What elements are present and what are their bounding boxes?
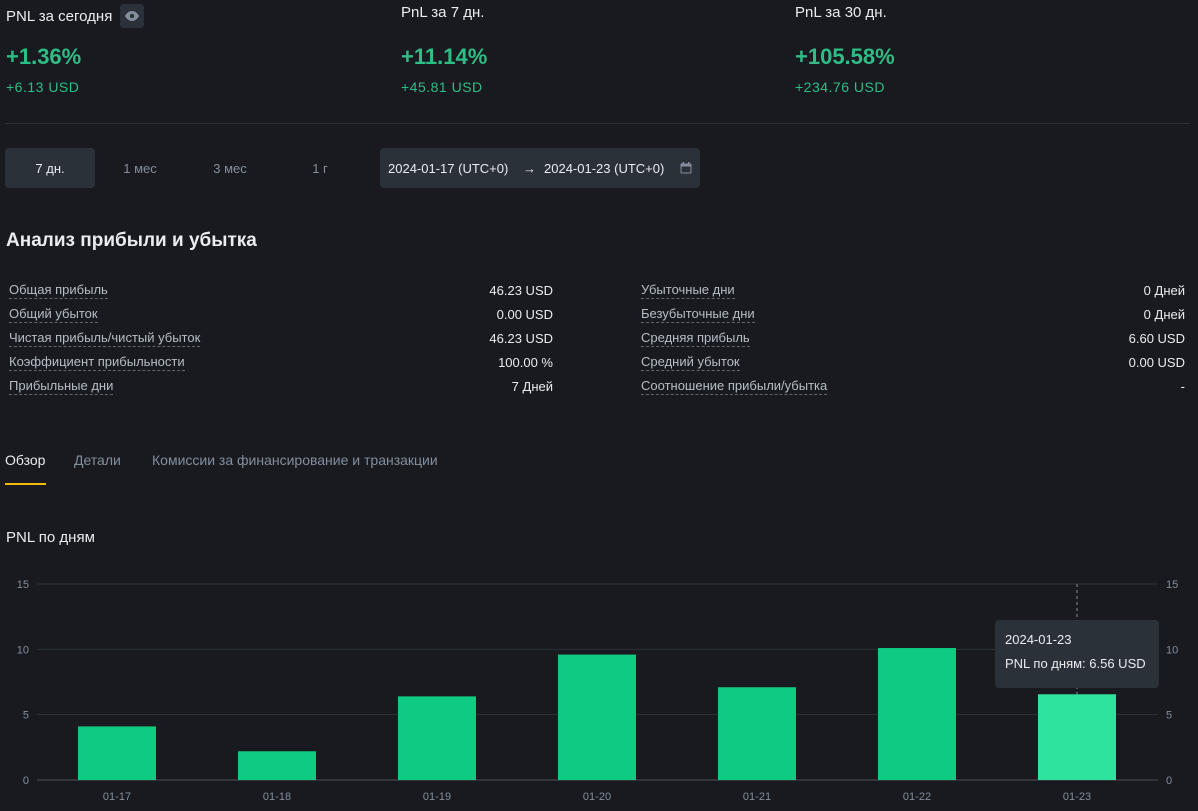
range-7d-button[interactable]: 7 дн. — [5, 148, 95, 188]
stat-value: 0 Дней — [1143, 282, 1185, 298]
date-arrow: → — [523, 160, 536, 176]
stat-label[interactable]: Безубыточные дни — [641, 305, 755, 323]
range-1y-button[interactable]: 1 г — [312, 160, 328, 176]
y-tick-label-right: 15 — [1166, 579, 1178, 591]
stat-row: Общая прибыль 46.23 USD — [9, 279, 553, 301]
bar[interactable] — [558, 654, 636, 780]
stat-value: 100.00 % — [498, 354, 553, 370]
date-end[interactable]: 2024-01-23 (UTC+0) — [544, 160, 665, 176]
stat-label[interactable]: Прибыльные дни — [9, 377, 114, 395]
eye-icon[interactable] — [120, 4, 145, 28]
analysis-title: Анализ прибыли и убытка — [6, 230, 257, 251]
stat-label[interactable]: Соотношение прибыли/убытка — [641, 377, 828, 395]
y-tick-label-right: 5 — [1166, 710, 1172, 722]
daily-pnl-chart[interactable]: 0 0 5 5 10 10 15 15 01-17 01-18 01-19 01-20 01-21 01-… — [0, 560, 1198, 811]
y-tick-label-right: 0 — [1166, 775, 1172, 787]
x-tick-label: 01-20 — [583, 791, 611, 803]
bar[interactable] — [78, 726, 156, 780]
pnl-7d-label: PnL за 7 дн. — [401, 4, 485, 21]
date-start[interactable]: 2024-01-17 (UTC+0) — [388, 160, 509, 176]
stat-row: Общий убыток 0.00 USD — [9, 303, 553, 325]
stat-label[interactable]: Общий убыток — [9, 305, 98, 323]
stat-label[interactable]: Средняя прибыль — [641, 329, 750, 347]
tooltip-date: 2024-01-23 — [1005, 632, 1072, 647]
tab-details[interactable]: Детали — [74, 452, 121, 468]
stat-row: Коэффициент прибыльности 100.00 % — [9, 351, 553, 373]
x-tick-label: 01-22 — [903, 791, 931, 803]
stat-row: Соотношение прибыли/убытка - — [641, 375, 1185, 397]
stat-value: 46.23 USD — [489, 330, 553, 346]
x-tick-label: 01-23 — [1063, 791, 1091, 803]
stat-value: 0.00 USD — [1128, 354, 1185, 370]
divider — [5, 123, 1190, 124]
y-tick-label-left: 10 — [17, 644, 29, 656]
stat-row: Чистая прибыль/чистый убыток 46.23 USD — [9, 327, 553, 349]
bar[interactable] — [238, 751, 316, 780]
pnl-30d-percent: +105.58% — [795, 44, 895, 69]
x-tick-label: 01-18 — [263, 791, 291, 803]
pnl-30d-label: PnL за 30 дн. — [795, 4, 887, 21]
stat-label[interactable]: Общая прибыль — [9, 281, 108, 299]
bar[interactable] — [398, 696, 476, 780]
x-tick-label: 01-19 — [423, 791, 451, 803]
stat-row: Средняя прибыль 6.60 USD — [641, 327, 1185, 349]
y-tick-label-left: 5 — [23, 710, 29, 722]
stat-label[interactable]: Коэффициент прибыльности — [9, 353, 185, 371]
y-tick-label-left: 15 — [17, 579, 29, 591]
range-1m-button[interactable]: 1 мес — [123, 160, 157, 176]
chart-tooltip: 2024-01-23 PNL по дням: 6.56 USD — [995, 620, 1159, 688]
stat-value: 0 Дней — [1143, 306, 1185, 322]
bar[interactable] — [1038, 694, 1116, 780]
stat-row: Средний убыток 0.00 USD — [641, 351, 1185, 373]
calendar-icon[interactable] — [679, 161, 693, 175]
stat-row: Безубыточные дни 0 Дней — [641, 303, 1185, 325]
date-range-picker[interactable]: 2024-01-17 (UTC+0) → 2024-01-23 (UTC+0) — [380, 148, 700, 188]
stat-value: 7 Дней — [511, 378, 553, 394]
stat-value: 0.00 USD — [496, 306, 553, 322]
tab-fees[interactable]: Комиссии за финансирование и транзакции — [152, 452, 438, 468]
stat-row: Убыточные дни 0 Дней — [641, 279, 1185, 301]
stat-label[interactable]: Средний убыток — [641, 353, 740, 371]
bar[interactable] — [718, 687, 796, 780]
stat-label[interactable]: Убыточные дни — [641, 281, 735, 299]
tooltip-value: PNL по дням: 6.56 USD — [1005, 656, 1146, 671]
x-tick-label: 01-17 — [103, 791, 131, 803]
pnl-today-usd: +6.13 USD — [6, 79, 80, 95]
stat-value: 46.23 USD — [489, 282, 553, 298]
bar[interactable] — [878, 648, 956, 780]
stat-row: Прибыльные дни 7 Дней — [9, 375, 553, 397]
pnl-7d-usd: +45.81 USD — [401, 79, 483, 95]
stat-value: 6.60 USD — [1128, 330, 1185, 346]
pnl-7d-percent: +11.14% — [401, 44, 488, 69]
stat-label[interactable]: Чистая прибыль/чистый убыток — [9, 329, 201, 347]
stat-value: - — [1180, 378, 1185, 394]
x-tick-label: 01-21 — [743, 791, 771, 803]
tab-overview[interactable]: Обзор — [5, 452, 46, 468]
y-tick-label-left: 0 — [23, 775, 29, 787]
pnl-today-percent: +1.36% — [6, 44, 82, 69]
y-tick-label-right: 10 — [1166, 644, 1178, 656]
pnl-today-label: PNL за сегодня — [6, 7, 113, 25]
tab-active-indicator — [5, 483, 46, 485]
chart-title: PNL по дням — [6, 529, 95, 546]
range-3m-button[interactable]: 3 мес — [213, 160, 247, 176]
pnl-30d-usd: +234.76 USD — [795, 79, 885, 95]
